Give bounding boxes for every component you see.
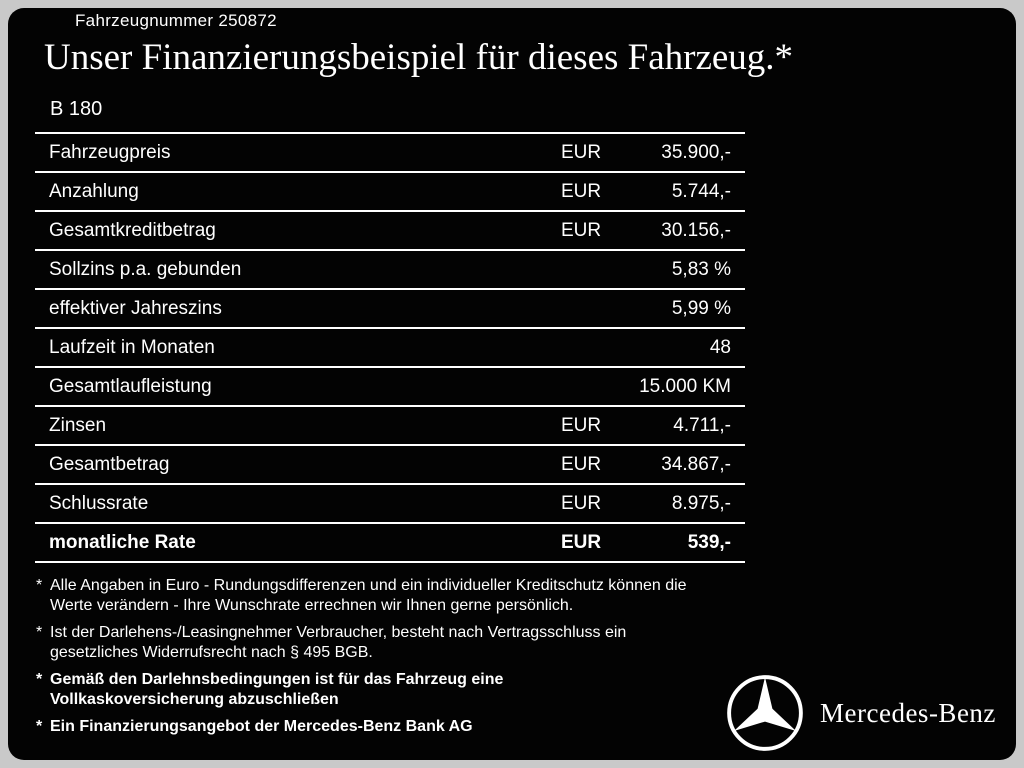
footnote-asterisk: * [36,577,43,594]
footnote-text: Alle Angaben in Euro - Rundungsdifferenz… [50,577,687,614]
row-value: 34.867,- [661,453,731,475]
row-currency: EUR [561,453,602,475]
table-row: Fahrzeugpreis EUR 35.900,- [35,134,745,173]
row-label: Laufzeit in Monaten [49,336,215,358]
row-label: Gesamtbetrag [49,453,170,475]
table-row: Zinsen EUR 4.711,- [35,407,745,446]
table-row: effektiver Jahreszins 5,99 % [35,290,745,329]
row-label: Fahrzeugpreis [49,141,171,163]
row-value: 4.711,- [673,414,731,436]
row-value: 35.900,- [661,141,731,163]
row-label: Anzahlung [49,180,139,202]
content-panel: Fahrzeugnummer 250872 Unser Finanzierung… [8,8,1016,760]
row-label: Zinsen [49,414,107,436]
vehicle-number: Fahrzeugnummer 250872 [75,11,277,30]
row-value: 15.000 KM [639,375,731,397]
mercedes-star-icon [726,674,804,752]
footnote-asterisk: * [36,671,43,688]
footnote-text: Ist der Darlehens-/Leasingnehmer Verbrau… [50,624,627,661]
table-row: Gesamtkreditbetrag EUR 30.156,- [35,212,745,251]
row-value: 30.156,- [661,219,731,241]
row-value: 8.975,- [671,492,731,514]
row-label: Sollzins p.a. gebunden [49,258,242,280]
row-value: 5.744,- [671,180,731,202]
row-currency: EUR [561,414,602,436]
table-row: Anzahlung EUR 5.744,- [35,173,745,212]
table-row: Laufzeit in Monaten 48 [35,329,745,368]
footnote-asterisk: * [36,718,43,735]
footnote-text: Gemäß den Darlehnsbedingungen ist für da… [50,671,504,708]
footnote: * Ist der Darlehens-/Leasingnehmer Verbr… [36,623,750,663]
row-value: 5,99 % [671,297,731,319]
row-value: 48 [709,336,731,358]
row-label: effektiver Jahreszins [49,297,222,319]
row-currency: EUR [561,492,602,514]
table-row: Schlussrate EUR 8.975,- [35,485,745,524]
row-label: monatliche Rate [49,531,196,553]
footnote: * Alle Angaben in Euro - Rundungsdiffere… [36,576,750,616]
footnotes: * Alle Angaben in Euro - Rundungsdiffere… [36,576,750,744]
row-label: Gesamtlaufleistung [49,375,212,397]
table-row: Gesamtlaufleistung 15.000 KM [35,368,745,407]
finance-table: Fahrzeugpreis EUR 35.900,- Anzahlung EUR… [35,132,745,563]
row-currency: EUR [561,141,602,163]
model-name: B 180 [50,98,103,120]
row-currency: EUR [561,531,602,553]
footnote-text: Ein Finanzierungsangebot der Mercedes-Be… [50,718,473,735]
row-currency: EUR [561,180,602,202]
row-currency: EUR [561,219,602,241]
table-row: Gesamtbetrag EUR 34.867,- [35,446,745,485]
brand-wordmark: Mercedes-Benz [820,697,996,728]
footnote: * Gemäß den Darlehnsbedingungen ist für … [36,670,750,710]
page-title: Unser Finanzierungsbeispiel für dieses F… [44,37,794,78]
row-label: Schlussrate [49,492,149,514]
row-label: Gesamtkreditbetrag [49,219,216,241]
row-value: 539,- [687,531,731,553]
row-value: 5,83 % [671,258,731,280]
footnote-asterisk: * [36,624,43,641]
table-row: Sollzins p.a. gebunden 5,83 % [35,251,745,290]
footnote: * Ein Finanzierungsangebot der Mercedes-… [36,717,750,737]
table-row: monatliche Rate EUR 539,- [35,524,745,563]
brand-area: Mercedes-Benz [726,674,996,752]
